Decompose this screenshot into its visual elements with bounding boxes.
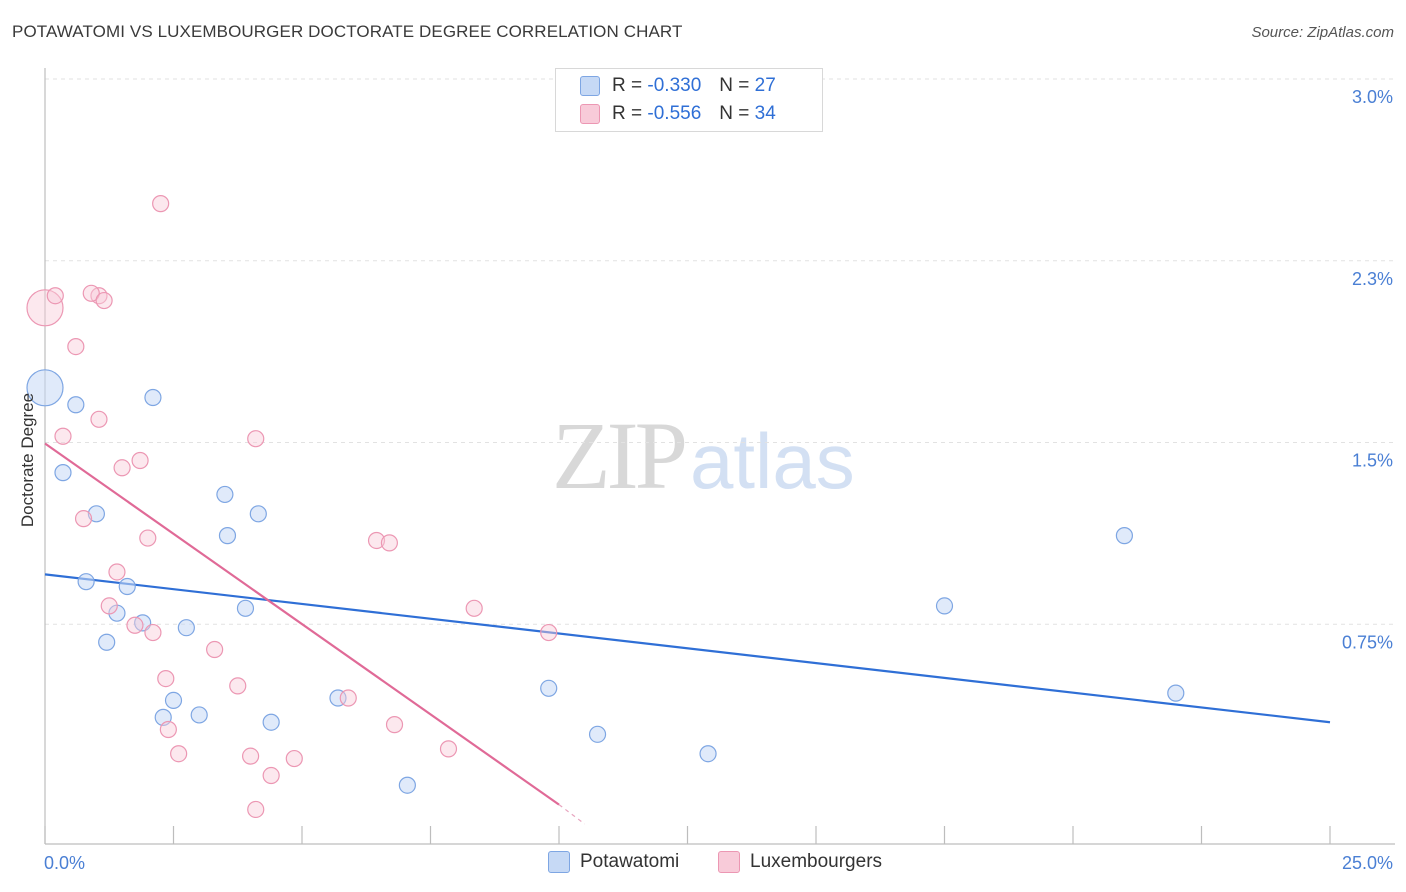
luxembourger-point: [247, 430, 265, 448]
trend-lines: [44, 442, 1331, 825]
luxembourger-point: [90, 410, 108, 428]
potawatomi-point: [190, 706, 208, 724]
luxembourger-point: [67, 338, 85, 356]
luxembourger-point: [144, 623, 162, 642]
luxembourger-trend-line: [44, 442, 560, 806]
luxembourger-point: [46, 287, 64, 305]
legend-n-value: 34: [754, 103, 776, 124]
potawatomi-point: [588, 725, 607, 743]
luxembourger-point: [540, 623, 558, 642]
watermark-zip: ZIP: [552, 402, 688, 509]
legend-swatch-pink: [580, 104, 600, 124]
y-axis-label: Doctorate Degree: [18, 393, 37, 527]
potawatomi-point: [54, 464, 72, 482]
potawatomi-point: [218, 527, 237, 545]
luxembourger-point: [95, 291, 113, 310]
legend-n-value: 27: [754, 75, 776, 96]
axis-labels: 0.75% 1.5% 2.3% 3.0% 0.0% 25.0% Doctorate Degr…: [18, 87, 1393, 873]
y-tick-label: 0.75%: [1342, 632, 1393, 652]
bottom-swatch-blue: [548, 851, 570, 873]
luxembourger-trend-extension: [558, 804, 586, 825]
watermark: ZIPatlas: [552, 400, 855, 511]
y-tick-label: 3.0%: [1352, 87, 1393, 107]
gridlines: [45, 78, 1395, 625]
potawatomi-point: [935, 597, 954, 615]
x-tick-label: 25.0%: [1342, 853, 1393, 873]
luxembourger-point: [439, 740, 458, 758]
potawatomi-point: [262, 713, 280, 731]
luxembourger-point: [339, 689, 357, 707]
luxembourger-point: [242, 747, 260, 765]
legend-row-luxembourgers: R = -0.556 N = 34: [580, 101, 776, 127]
potawatomi-point: [540, 679, 558, 697]
chart-title: POTAWATOMI VS LUXEMBOURGER DOCTORATE DEG…: [12, 22, 683, 41]
potawatomi-point: [216, 485, 234, 504]
potawatomi-point: [398, 776, 416, 794]
luxembourger-point: [262, 766, 280, 785]
luxembourger-point: [152, 195, 170, 213]
potawatomi-point: [87, 505, 106, 523]
luxembourger-point: [380, 534, 398, 552]
data-points: [26, 195, 1185, 819]
luxembourger-point: [126, 616, 144, 634]
axes: [44, 68, 1395, 845]
y-tick-label: 2.3%: [1352, 269, 1393, 289]
bottom-legend-label: Luxembourgers: [750, 851, 883, 872]
bottom-legend-potawatomi: Potawatomi: [548, 851, 679, 873]
luxembourger-point: [206, 640, 224, 659]
potawatomi-point: [144, 388, 162, 407]
stats-legend: R = -0.330 N = 27 R = -0.556 N = 34: [555, 68, 823, 132]
legend-r-label: R =: [612, 103, 643, 124]
legend-swatch-blue: [580, 76, 600, 96]
potawatomi-point: [98, 633, 116, 651]
luxembourger-point: [113, 459, 131, 477]
potawatomi-trend-line: [44, 573, 1331, 724]
bottom-legend-luxembourgers: Luxembourgers: [718, 851, 882, 873]
luxembourger-point: [108, 563, 126, 581]
legend-r-label: R =: [612, 75, 643, 96]
y-tick-label: 1.5%: [1352, 451, 1393, 471]
bottom-legend-label: Potawatomi: [580, 851, 680, 872]
watermark-atlas: atlas: [690, 417, 855, 505]
luxembourger-point: [159, 720, 177, 739]
potawatomi-point: [118, 577, 136, 596]
potawatomi-point: [249, 505, 267, 523]
potawatomi-point: [177, 619, 195, 637]
potawatomi-point: [1167, 684, 1185, 702]
luxembourger-point: [54, 427, 72, 445]
potawatomi-point: [164, 691, 183, 710]
legend-n-label: N =: [719, 75, 750, 96]
legend-n-label: N =: [719, 103, 750, 124]
luxembourger-point: [100, 597, 118, 615]
luxembourger-point: [157, 669, 175, 688]
potawatomi-point: [236, 599, 255, 617]
potawatomi-point: [77, 573, 95, 591]
potawatomi-point: [1115, 527, 1134, 545]
legend-row-potawatomi: R = -0.330 N = 27: [580, 73, 776, 99]
bottom-swatch-pink: [718, 851, 740, 873]
x-tick-label: 0.0%: [44, 853, 85, 873]
luxembourger-point: [170, 745, 188, 763]
luxembourger-point: [131, 451, 149, 470]
potawatomi-point: [699, 745, 717, 763]
luxembourger-point: [229, 677, 247, 695]
luxembourger-point: [247, 800, 265, 819]
luxembourger-point: [367, 531, 386, 550]
potawatomi-point: [26, 369, 64, 407]
luxembourger-point: [385, 716, 404, 734]
legend-r-value: -0.330: [647, 75, 702, 96]
luxembourger-point: [74, 510, 93, 528]
luxembourger-point: [285, 749, 303, 768]
luxembourger-point: [26, 289, 64, 327]
luxembourger-point: [82, 284, 100, 302]
legend-r-value: -0.556: [647, 103, 702, 124]
potawatomi-point: [67, 396, 85, 414]
luxembourger-point: [139, 529, 157, 547]
source-label: Source: ZipAtlas.com: [1251, 24, 1394, 41]
luxembourger-point: [465, 599, 483, 617]
